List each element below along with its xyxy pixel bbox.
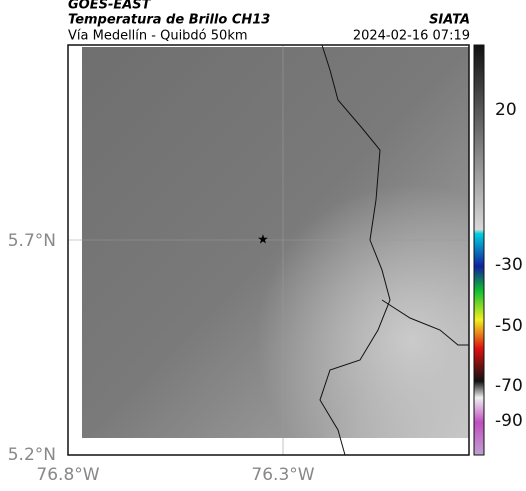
map-frame xyxy=(67,44,470,456)
coastline xyxy=(319,44,391,456)
source: SIATA xyxy=(429,13,470,28)
location-star: ★ xyxy=(257,233,269,248)
title: GOES-EAST xyxy=(68,0,152,13)
location: Vía Medellín - Quibdó 50km xyxy=(68,29,248,44)
lon-label: 76.8°W xyxy=(36,465,99,485)
lat-label: 5.7°N xyxy=(8,231,56,251)
colorbar xyxy=(473,44,485,456)
colorbar-label: -70 xyxy=(495,376,523,396)
colorbar-label: 20 xyxy=(495,100,517,120)
timestamp: 2024-02-16 07:19 xyxy=(353,29,470,44)
border xyxy=(381,299,469,346)
colorbar-label: -90 xyxy=(495,411,523,431)
colorbar-label: -50 xyxy=(495,316,523,336)
subtitle: Temperatura de Brillo CH13 xyxy=(68,13,270,28)
lat-label: 5.2°N xyxy=(8,445,56,465)
satellite-image-bright xyxy=(82,47,469,438)
colorbar-label: -30 xyxy=(495,255,523,275)
lon-label: 76.3°W xyxy=(251,465,314,485)
